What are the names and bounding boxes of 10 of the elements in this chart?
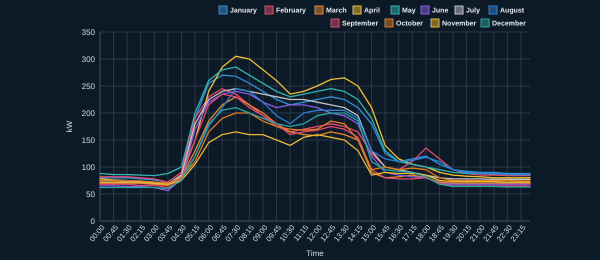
y-tick-label: 50 (86, 190, 96, 199)
y-tick-label: 250 (82, 82, 96, 91)
y-tick-label: 300 (82, 54, 96, 64)
y-tick-label: 0 (90, 216, 96, 226)
y-tick-label: 200 (82, 108, 96, 118)
y-tick-label: 100 (82, 162, 96, 172)
y-tick-label: 350 (82, 28, 96, 37)
y-axis-title: kW (65, 120, 74, 132)
x-axis-title: Time (306, 249, 324, 258)
y-tick-label: 150 (82, 136, 96, 145)
